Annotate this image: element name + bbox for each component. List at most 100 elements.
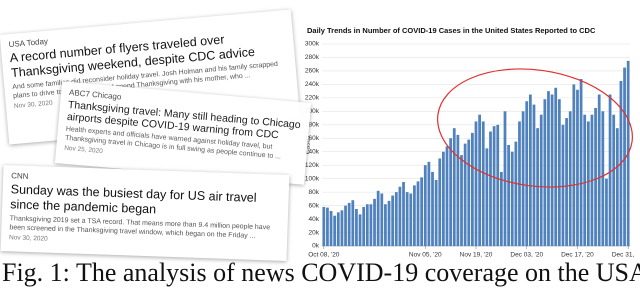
bar (431, 171, 434, 246)
bar (416, 181, 420, 246)
bar (340, 210, 344, 246)
bar (557, 99, 561, 246)
bar (470, 132, 474, 246)
bar (608, 94, 612, 246)
bar (449, 138, 453, 246)
highlight-ellipse (437, 68, 633, 188)
x-tick-label: Dec 31, '20 (612, 252, 636, 259)
bar (336, 212, 340, 246)
chart-title: Daily Trends in Number of COVID-19 Cases… (307, 26, 596, 35)
bar (442, 151, 445, 246)
bar (434, 180, 438, 246)
bar (510, 151, 514, 246)
bar (474, 121, 478, 246)
y-tick-label: 120k (305, 162, 320, 169)
y-tick-label: 140k (305, 148, 320, 155)
bar (329, 210, 333, 246)
y-tick-label: 240k (305, 81, 320, 88)
bar (405, 192, 409, 246)
bar (409, 193, 413, 246)
bar (605, 178, 608, 246)
y-tick-label: 0k (312, 243, 320, 250)
bar (467, 139, 471, 246)
caption: Fig. 1: The analysis of news COVID-19 co… (2, 258, 640, 287)
x-tick-label: Nov 05, '20 (409, 252, 442, 259)
bar (485, 148, 489, 246)
bar (499, 171, 503, 246)
y-tick-label: 180k (305, 122, 320, 129)
bar (355, 208, 358, 246)
bar (347, 202, 351, 246)
bar (601, 111, 605, 246)
bar (387, 200, 391, 246)
chart: Daily Trends in Number of COVID-19 Cases… (305, 26, 636, 259)
bar (532, 104, 536, 246)
bar (333, 215, 337, 246)
bar (576, 89, 579, 246)
bar (351, 200, 355, 246)
y-tick-label: 300k (305, 41, 320, 48)
bar (456, 134, 460, 246)
bar (521, 111, 525, 246)
bar (463, 143, 467, 246)
bar (561, 124, 565, 246)
bar (322, 206, 326, 246)
bar (402, 182, 405, 246)
bar (452, 128, 456, 246)
bar (365, 204, 369, 246)
bar (550, 94, 554, 246)
bar (380, 193, 384, 246)
bar (326, 207, 329, 246)
bar (481, 121, 485, 246)
bar (398, 186, 402, 246)
bar (391, 195, 395, 246)
x-tick-label: Nov 19, '20 (460, 252, 493, 259)
bar (554, 87, 558, 247)
bar (507, 145, 510, 246)
y-tick-label: 80k (309, 189, 320, 196)
y-tick-label: 160k (305, 135, 320, 142)
y-axis-label: Cases (305, 135, 312, 154)
bar (572, 84, 576, 247)
y-tick-label: 200k (305, 108, 320, 115)
bar (615, 128, 619, 246)
y-tick-label: 40k (309, 216, 320, 223)
bar (492, 126, 496, 246)
bar (413, 185, 416, 246)
bar (594, 107, 597, 246)
bar (427, 161, 431, 246)
bar (373, 198, 376, 246)
bar (420, 177, 424, 246)
x-tick-label: Dec 17, '20 (561, 252, 594, 259)
y-tick-label: 100k (305, 175, 320, 182)
bar (460, 155, 463, 246)
bar (579, 79, 583, 246)
y-tick-label: 220k (305, 95, 320, 102)
bar (565, 118, 568, 246)
bar (597, 94, 601, 246)
bar (586, 121, 590, 246)
bar (358, 214, 362, 246)
y-tick-label: 280k (305, 54, 320, 61)
bar (394, 192, 398, 246)
bar (344, 205, 347, 246)
bar (423, 165, 427, 246)
bar (583, 114, 587, 246)
bar (478, 114, 482, 246)
y-tick-label: 260k (305, 68, 320, 75)
x-tick-label: Dec 03, '20 (510, 252, 543, 259)
bar (568, 111, 572, 246)
bar (539, 114, 543, 246)
news-card: CNN Sunday was the busiest day for US ai… (0, 165, 290, 261)
bar (376, 190, 380, 246)
bar (514, 141, 518, 246)
y-tick-label: 60k (309, 202, 320, 209)
bar (362, 206, 366, 246)
bar (384, 204, 387, 246)
bar (612, 114, 616, 246)
bar (623, 67, 626, 246)
y-tick-label: 20k (309, 229, 320, 236)
bar (489, 131, 492, 246)
bar (438, 158, 442, 246)
